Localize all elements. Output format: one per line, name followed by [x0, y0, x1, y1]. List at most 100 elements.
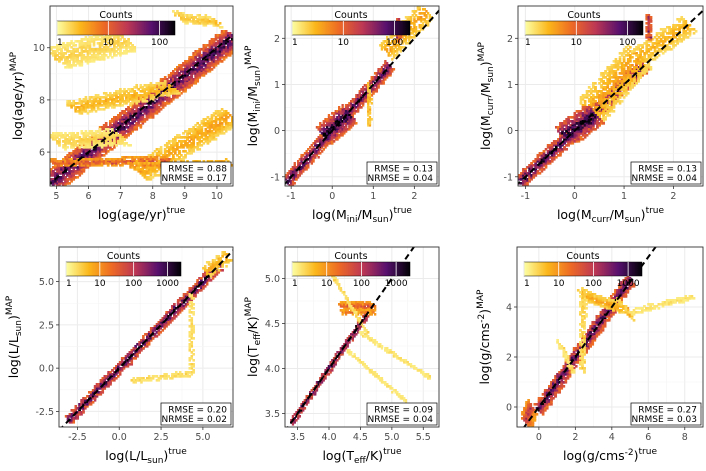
heat-cell	[149, 114, 153, 117]
heat-cell	[214, 42, 218, 45]
heat-cell	[153, 172, 157, 175]
heat-cell	[143, 94, 147, 97]
heat-cell	[100, 96, 104, 99]
heat-cell	[218, 52, 222, 55]
heat-cell	[113, 122, 116, 125]
heat-cell	[165, 92, 169, 95]
heat-cell	[137, 88, 141, 91]
heat-cell	[104, 96, 108, 99]
heat-cell	[72, 104, 76, 107]
heat-cell	[235, 46, 238, 49]
heat-cell	[68, 172, 71, 175]
heat-cell	[167, 158, 171, 161]
heat-cell	[98, 48, 102, 51]
heat-cell	[56, 44, 59, 47]
heat-cell	[196, 18, 200, 21]
heat-cell	[127, 122, 130, 125]
heat-cell	[137, 120, 141, 123]
heat-cell	[102, 126, 106, 129]
heat-cell	[68, 54, 71, 57]
heat-cell	[104, 94, 108, 97]
heat-cell	[92, 132, 96, 135]
heat-cell	[206, 140, 210, 143]
heat-cell	[123, 142, 126, 145]
heat-cell	[100, 150, 104, 153]
heat-cell	[76, 134, 80, 137]
heat-cell	[192, 68, 195, 71]
heat-cell	[180, 12, 183, 15]
heat-cell	[119, 42, 122, 45]
heat-cell	[196, 80, 200, 83]
heat-cell	[141, 122, 145, 125]
heat-cell	[174, 14, 177, 17]
heat-cell	[90, 104, 94, 107]
heat-cell	[98, 126, 102, 129]
heat-cell	[74, 142, 78, 145]
heat-cell	[94, 164, 98, 167]
heat-cell	[131, 156, 134, 159]
heat-cell	[82, 38, 86, 41]
heat-cell	[220, 126, 224, 129]
heat-cell	[78, 148, 82, 151]
heat-cell	[113, 130, 116, 133]
heat-cell	[172, 74, 175, 77]
heat-cell	[56, 50, 59, 53]
heat-cell	[133, 48, 137, 51]
heat-cell	[64, 134, 67, 137]
heat-cell	[84, 96, 88, 99]
heat-cell	[147, 92, 151, 95]
heat-cell	[196, 58, 200, 61]
stats-frame	[160, 161, 232, 185]
heat-cell	[78, 144, 82, 147]
heat-cell	[167, 102, 171, 105]
heat-cell	[226, 46, 230, 49]
heat-cell	[96, 130, 100, 133]
stat-rmse: RMSE = 0.88	[168, 165, 227, 175]
heat-cell	[149, 116, 153, 119]
heat-cell	[147, 106, 151, 109]
panels-group: 5 6 7 8 9 106810log(age/yr)truelog(age/yr)MAP…	[5, 5, 704, 466]
heat-cell	[226, 52, 230, 55]
heat-cell	[228, 50, 232, 53]
heat-cell	[143, 84, 147, 87]
heat-cell	[74, 108, 78, 111]
heat-cell	[90, 60, 94, 63]
heat-cell	[92, 102, 96, 105]
heat-cell	[228, 36, 232, 39]
heat-cell	[56, 168, 59, 171]
heat-cell	[127, 112, 130, 115]
heat-cell	[153, 98, 157, 101]
heat-cell	[84, 144, 88, 147]
heat-cell	[206, 126, 210, 129]
heat-cell	[84, 166, 88, 169]
heat-cell	[139, 112, 143, 115]
heat-cell	[202, 44, 206, 47]
heat-cell	[104, 138, 108, 141]
heat-cell	[157, 174, 161, 177]
heat-cell	[86, 146, 90, 149]
heat-cell	[106, 126, 110, 129]
heat-cell	[58, 58, 61, 61]
heat-cell	[220, 26, 224, 29]
heat-cell	[153, 110, 157, 113]
heat-cell	[52, 136, 55, 139]
heat-cell	[216, 132, 220, 135]
heat-cell	[121, 94, 124, 97]
heat-cell	[147, 110, 151, 113]
heat-cell	[82, 150, 86, 153]
heat-cell	[70, 46, 73, 49]
heat-cell	[202, 18, 206, 21]
heat-cell	[178, 72, 181, 75]
heat-cell	[104, 146, 108, 149]
heat-cell	[194, 160, 198, 163]
heat-cell	[119, 120, 122, 123]
heat-cell	[212, 60, 216, 63]
heat-cell	[113, 36, 116, 39]
heat-cell	[68, 64, 71, 67]
heat-cell	[218, 40, 222, 43]
heat-cell	[86, 100, 90, 103]
heat-cell	[90, 108, 94, 111]
heat-cell	[200, 126, 204, 129]
heat-cell	[119, 160, 122, 163]
